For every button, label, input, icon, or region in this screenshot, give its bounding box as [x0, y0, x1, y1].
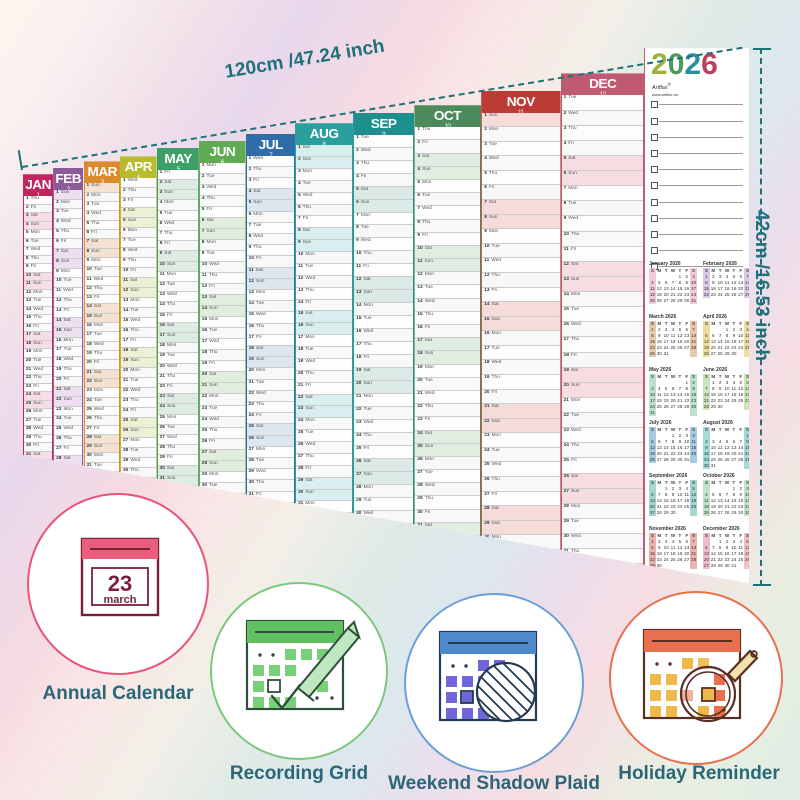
svg-text:23: 23	[108, 571, 132, 596]
svg-text:march: march	[103, 594, 136, 606]
